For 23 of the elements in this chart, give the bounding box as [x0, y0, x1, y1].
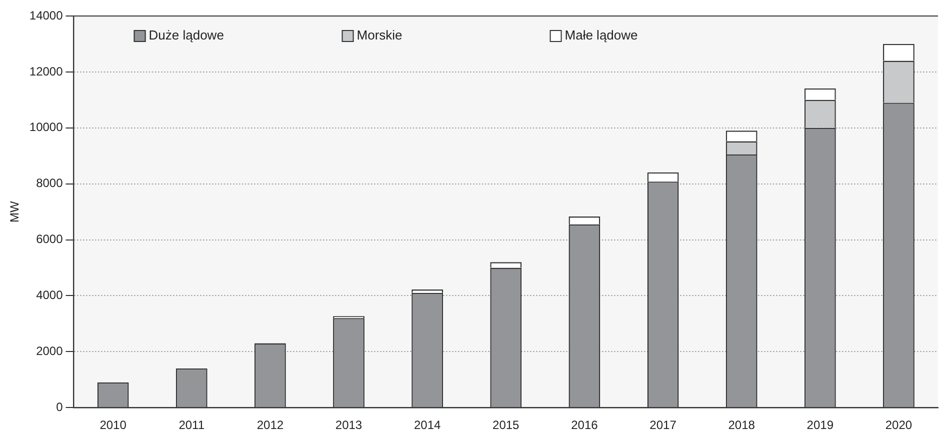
x-tick-label: 2016 — [571, 418, 598, 432]
x-tick-label: 2010 — [100, 418, 127, 432]
y-tick-label: 12000 — [29, 64, 64, 78]
x-tick-label: 2018 — [728, 418, 756, 432]
x-tick-label: 2017 — [650, 418, 677, 432]
y-tick-label: 2000 — [36, 344, 64, 358]
y-axis-title: MW — [8, 200, 22, 222]
y-tick-label: 6000 — [36, 232, 64, 246]
y-tick-label: 10000 — [29, 120, 64, 134]
x-tick-label: 2012 — [256, 418, 284, 432]
x-tick-label: 2020 — [885, 418, 912, 432]
x-tick-label: 2019 — [806, 418, 834, 432]
x-tick-label: 2013 — [335, 418, 362, 432]
y-tick-label: 14000 — [29, 8, 64, 22]
x-tick-label: 2011 — [178, 418, 205, 432]
y-tick-label: 0 — [56, 400, 64, 414]
y-tick-label: 4000 — [36, 288, 64, 302]
x-tick-label: 2015 — [492, 418, 520, 432]
legend-label: Duże lądowe — [148, 28, 224, 43]
legend-label: Małe lądowe — [564, 28, 638, 43]
legend-label: Morskie — [356, 28, 402, 43]
y-tick-label: 8000 — [36, 176, 64, 190]
x-tick-label: 2014 — [414, 418, 441, 432]
